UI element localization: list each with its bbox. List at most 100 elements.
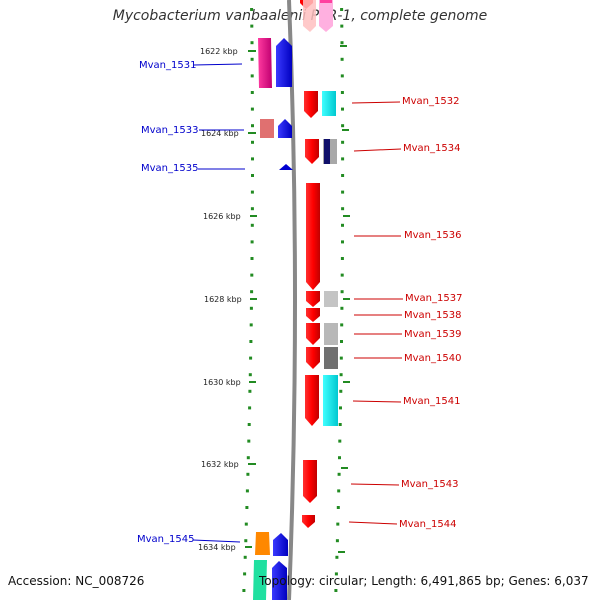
ruler-tick (244, 539, 248, 543)
ruler-tick (334, 572, 338, 576)
ruler-tick (341, 107, 344, 111)
gene-mvan-1536[interactable] (306, 183, 320, 290)
gene-label[interactable]: Mvan_1539 (404, 329, 461, 340)
ruler-tick (246, 472, 250, 476)
gene-label[interactable]: Mvan_1532 (402, 96, 459, 107)
ruler-tick (242, 589, 246, 592)
gene-mvan-1538[interactable] (306, 308, 320, 322)
gene-mvan-1531-homolog[interactable] (276, 38, 292, 87)
ruler-tick (250, 107, 254, 111)
gene-mvan-1541-homolog[interactable] (323, 375, 338, 426)
ruler-tick (341, 174, 345, 177)
gene-label[interactable]: Mvan_1540 (404, 353, 461, 364)
map-title: Mycobacterium vanbaalenii PYR-1, complet… (112, 8, 488, 24)
ruler-tick (246, 456, 250, 460)
genome-summary-text: Topology: circular; Length: 6,491,865 bp… (259, 574, 589, 588)
ruler-tick (243, 555, 247, 559)
gene-mvan-1535[interactable] (279, 164, 293, 170)
gene-top-right-d (320, 0, 332, 3)
ruler-tick (250, 8, 254, 11)
ruler-tick (341, 140, 345, 144)
gene-mvan-1532-homolog[interactable] (322, 91, 336, 116)
ruler-tick (250, 57, 254, 61)
gene-label[interactable]: Mvan_1533 (141, 125, 198, 136)
ruler-tick (339, 373, 343, 377)
ruler-tick (336, 522, 340, 526)
label-leaders (192, 63, 403, 543)
gene-top-right-c (319, 0, 333, 32)
gene-mvan-1534-homolog-core (324, 139, 330, 164)
ruler-tick (250, 257, 254, 260)
ruler-tick (335, 539, 339, 543)
ruler-tick (250, 290, 254, 294)
ruler-tick (339, 406, 342, 410)
ruler-tick (250, 240, 254, 244)
ruler-tick (340, 290, 344, 294)
gene-label[interactable]: Mvan_1544 (399, 519, 456, 530)
gene-label[interactable]: Mvan_1543 (401, 479, 458, 490)
ruler-tick (340, 340, 343, 343)
gene-mvan-1540-homolog[interactable] (324, 347, 338, 369)
kbp-scale: 1622 kbp 1624 kbp 1626 kbp 1628 kbp 1630… (198, 45, 350, 553)
ruler-tick (248, 373, 252, 377)
ruler-tick (249, 323, 253, 327)
gene-mvan-1533-homolog[interactable] (278, 119, 292, 138)
gene-mvan-1537[interactable] (306, 291, 320, 307)
kbp-label: 1630 kbp (203, 378, 241, 387)
accession-text: Accession: NC_008726 (8, 574, 145, 588)
ruler-tick (336, 506, 340, 509)
gene-mvan-1534[interactable] (305, 139, 319, 164)
gene-mvan-1545[interactable] (255, 532, 270, 555)
ruler-tick (341, 223, 344, 227)
ruler-tick (247, 439, 251, 443)
gene-mvan-1539[interactable] (306, 323, 320, 345)
gene-label[interactable]: Mvan_1537 (405, 293, 462, 304)
ruler-tick (250, 190, 254, 194)
ruler-tick (248, 406, 252, 410)
ruler-tick (244, 522, 248, 526)
gene-mvan-1543[interactable] (303, 460, 317, 503)
ruler-tick (339, 389, 343, 393)
ruler-tick (249, 306, 253, 310)
ruler-tick (250, 273, 254, 277)
kbp-label: 1628 kbp (204, 295, 242, 304)
ruler-tick (340, 323, 344, 327)
gene-mvan-1540[interactable] (306, 347, 320, 369)
right-gene-labels: Mvan_1532 Mvan_1534 Mvan_1536 Mvan_1537 … (399, 96, 462, 530)
ruler-tick (250, 74, 254, 78)
ruler-tick (249, 356, 253, 360)
gene-label[interactable]: Mvan_1545 (137, 534, 194, 545)
gene-label[interactable]: Mvan_1534 (403, 143, 460, 154)
gene-label[interactable]: Mvan_1536 (404, 230, 461, 241)
gene-mvan-1539-homolog[interactable] (324, 323, 338, 345)
gene-mvan-1544[interactable] (302, 515, 315, 528)
left-gene-labels: Mvan_1531 Mvan_1533 Mvan_1535 Mvan_1545 (137, 60, 198, 545)
gene-label[interactable]: Mvan_1531 (139, 60, 196, 71)
gene-mvan-1537-homolog[interactable] (324, 291, 338, 307)
gene-mvan-1541[interactable] (305, 375, 319, 426)
ruler-tick (340, 24, 344, 28)
ruler-tick (340, 257, 344, 260)
gene-label[interactable]: Mvan_1535 (141, 163, 198, 174)
ruler-tick (339, 356, 343, 360)
gene-mvan-1532[interactable] (304, 91, 318, 118)
ruler-tick (341, 157, 345, 161)
genome-backbone (287, 0, 297, 600)
ruler-tick (250, 223, 254, 227)
ruler-tick (248, 389, 252, 393)
ruler-ticks-right (334, 8, 345, 592)
ruler-tick (245, 506, 249, 509)
gene-label[interactable]: Mvan_1541 (403, 396, 460, 407)
ruler-tick (341, 207, 345, 211)
gene-mvan-1531[interactable] (258, 38, 272, 88)
ruler-tick (338, 423, 342, 426)
gene-mvan-1533[interactable] (260, 119, 274, 138)
ruler-tick (335, 555, 339, 559)
gene-mvan-1545-homolog[interactable] (273, 533, 288, 556)
ruler-tick (245, 489, 249, 493)
ruler-tick (340, 91, 344, 94)
kbp-label: 1624 kbp (201, 129, 239, 138)
gene-label[interactable]: Mvan_1538 (404, 310, 461, 321)
ruler-tick (251, 174, 254, 177)
gene-bottom-left-a (253, 560, 267, 600)
